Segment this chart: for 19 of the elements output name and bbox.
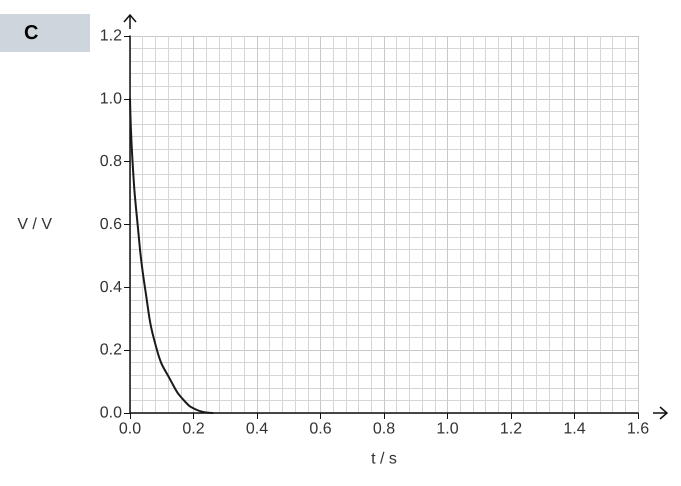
x-tick-label: 1.2 — [500, 420, 522, 438]
x-axis-title: t / s — [371, 450, 397, 468]
x-tick-label: 0.0 — [118, 420, 142, 438]
y-tick-label: 1.0 — [100, 90, 122, 108]
x-tick-label: 1.6 — [626, 420, 650, 438]
chart-title: C — [0, 14, 90, 52]
x-tick-label: 1.4 — [563, 420, 586, 438]
y-tick-label: 0.2 — [100, 342, 122, 359]
x-tick-label: 0.4 — [246, 420, 268, 438]
x-tick-label: 0.2 — [182, 420, 205, 438]
y-axis-title: V / V — [17, 216, 52, 233]
y-tick-label: 0.4 — [100, 278, 122, 296]
x-tick-label: 0.8 — [372, 420, 396, 438]
y-tick-label: 0.0 — [100, 404, 122, 422]
y-tick-label: 0.6 — [100, 216, 122, 233]
x-tick-label: 1.0 — [436, 420, 459, 438]
x-tick-label: 0.6 — [309, 420, 332, 438]
y-tick-label: 1.2 — [100, 28, 122, 44]
y-tick-label: 0.8 — [100, 153, 122, 170]
